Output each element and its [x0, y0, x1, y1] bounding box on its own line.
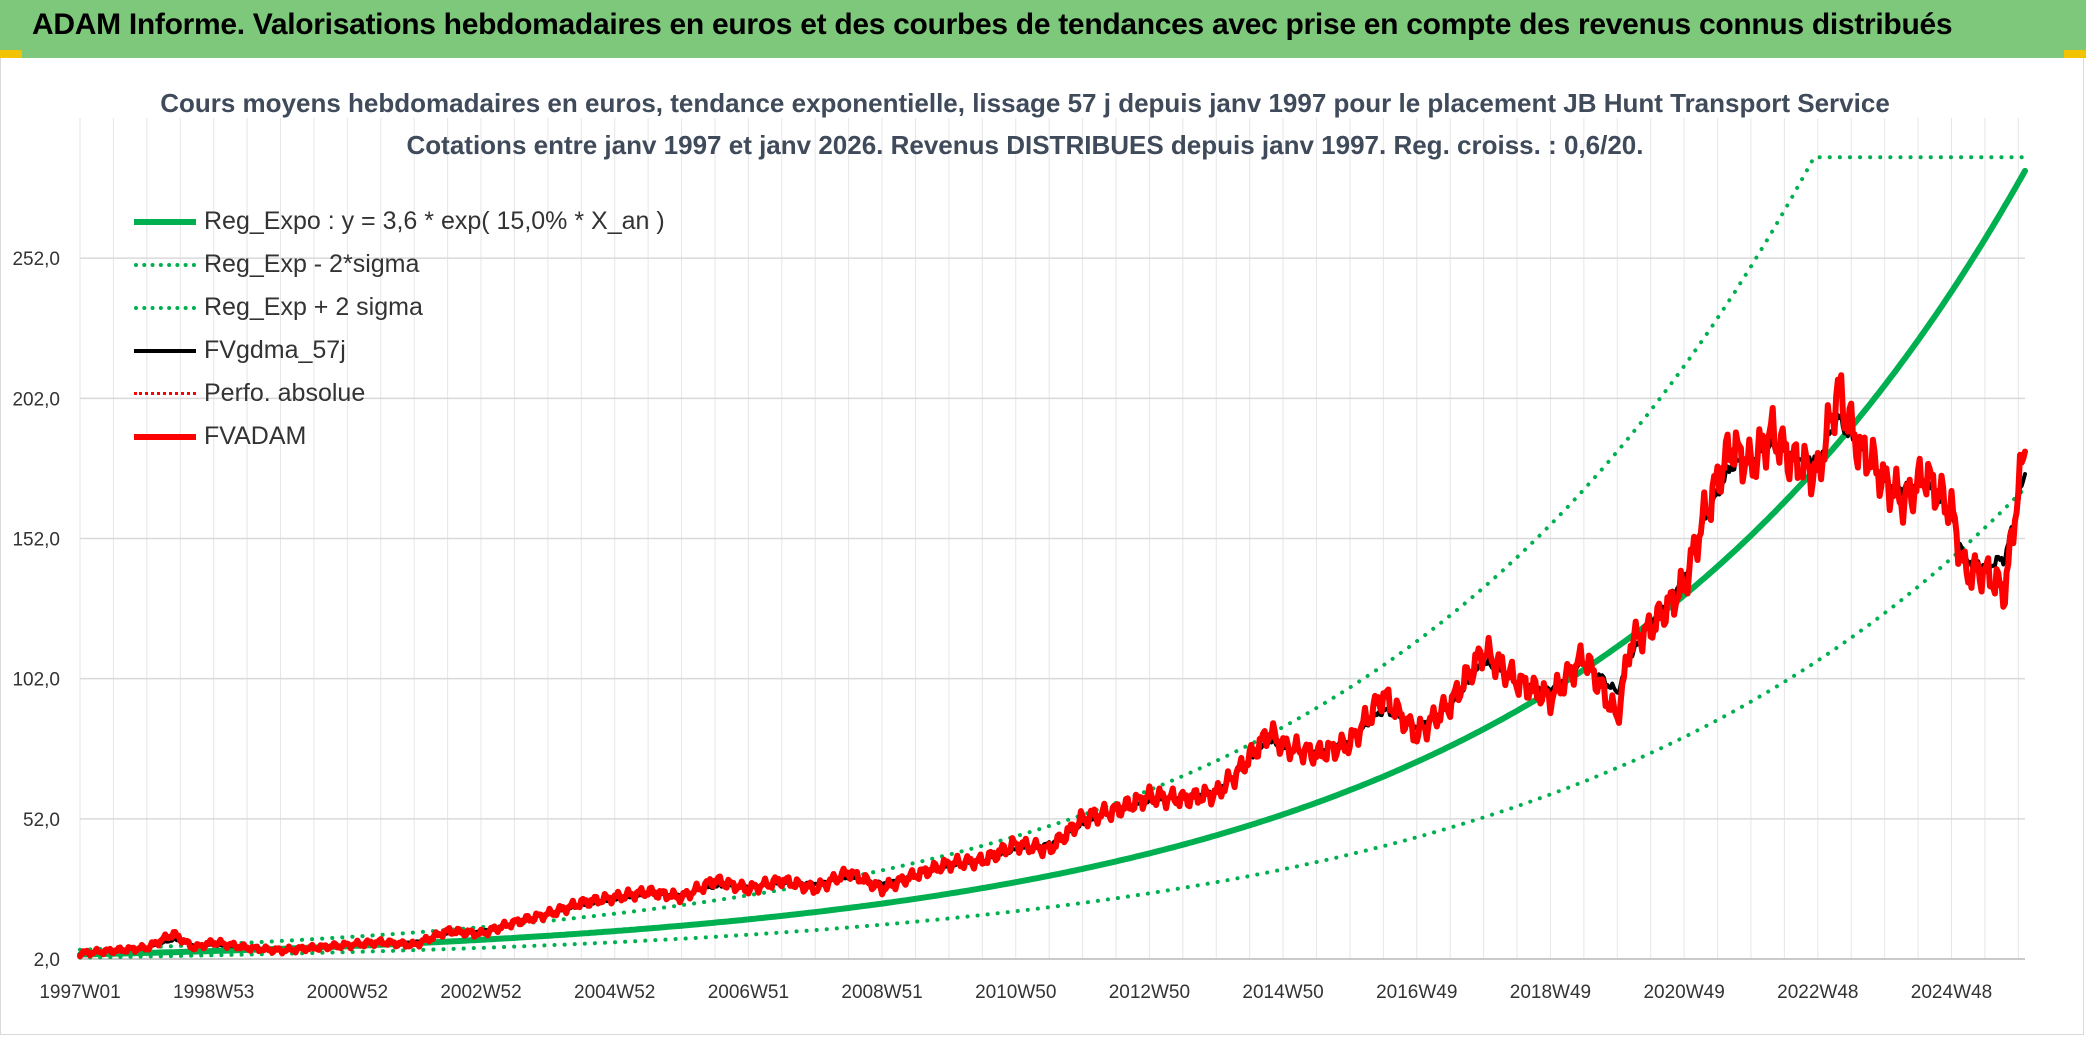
chart-subtitle: Cotations entre janv 1997 et janv 2026. … — [406, 130, 1644, 160]
series-reg-exp-2-sigma — [78, 155, 2027, 952]
x-tick-label: 2010W50 — [975, 982, 1056, 1003]
series-layer — [77, 155, 2028, 960]
legend-swatch-reg-exp-minus — [134, 262, 196, 267]
x-tick-label: 2004W52 — [574, 982, 655, 1003]
x-tick-label: 2016W49 — [1376, 982, 1457, 1003]
x-tick-label: 2000W52 — [307, 982, 388, 1003]
x-tick-label: 2006W51 — [708, 982, 789, 1003]
legend-label-reg-exp-plus: Reg_Exp + 2 sigma — [204, 293, 423, 321]
legend-label-fvgdma: FVgdma_57j — [204, 336, 346, 364]
y-tick-label: 102,0 — [12, 670, 60, 691]
legend-item-fvadam: FVADAM — [134, 415, 665, 458]
series-reg-exp-2-sigma — [78, 486, 2027, 960]
banner: ADAM Informe. Valorisations hebdomadaire… — [0, 0, 2086, 58]
x-tick-label: 1997W01 — [39, 982, 120, 1003]
legend-label-perfo: Perfo. absolue — [204, 379, 366, 407]
x-tick-label: 2002W52 — [440, 982, 521, 1003]
x-tick-label: 2020W49 — [1643, 982, 1724, 1003]
legend-item-reg-expo: Reg_Expo : y = 3,6 * exp( 15,0% * X_an ) — [134, 200, 665, 243]
x-tick-label: 2008W51 — [841, 982, 922, 1003]
series-fvadam — [77, 372, 2028, 960]
x-tick-label: 2018W49 — [1510, 982, 1591, 1003]
chart-title: Cours moyens hebdomadaires en euros, ten… — [160, 88, 1890, 118]
horizontal-gridlines — [80, 257, 2025, 960]
legend-item-reg-exp-minus: Reg_Exp - 2*sigma — [134, 243, 665, 286]
y-tick-label: 2,0 — [34, 950, 60, 971]
y-tick-label: 202,0 — [12, 389, 60, 410]
legend-label-reg-exp-minus: Reg_Exp - 2*sigma — [204, 250, 420, 278]
legend-label-reg-expo: Reg_Expo : y = 3,6 * exp( 15,0% * X_an ) — [204, 207, 665, 235]
x-tick-label: 1998W53 — [173, 982, 254, 1003]
legend-item-fvgdma: FVgdma_57j — [134, 329, 665, 372]
corner-mark-right — [2064, 50, 2086, 58]
x-axis-labels: 1997W01 1998W53 2000W52 2002W52 2004W52 2006W… — [39, 982, 1992, 1003]
legend-swatch-fvgdma — [134, 348, 196, 353]
legend-item-perfo: Perfo. absolue — [134, 372, 665, 415]
legend-swatch-fvadam — [134, 433, 196, 440]
legend-swatch-reg-expo — [134, 218, 196, 225]
legend-item-reg-exp-plus: Reg_Exp + 2 sigma — [134, 286, 665, 329]
chart-frame — [0, 58, 2084, 1035]
y-tick-label: 52,0 — [23, 810, 60, 831]
corner-mark-left — [0, 50, 22, 58]
y-axis-labels: 2,0 52,0 102,0 152,0 202,0 252,0 — [12, 249, 60, 971]
legend-label-fvadam: FVADAM — [204, 422, 307, 450]
x-tick-label: 2022W48 — [1777, 982, 1858, 1003]
y-tick-label: 252,0 — [12, 249, 60, 270]
legend: Reg_Expo : y = 3,6 * exp( 15,0% * X_an )… — [134, 200, 665, 458]
x-tick-label: 2014W50 — [1242, 982, 1323, 1003]
x-tick-label: 2024W48 — [1911, 982, 1992, 1003]
banner-title: ADAM Informe. Valorisations hebdomadaire… — [32, 8, 1953, 41]
legend-swatch-perfo — [134, 392, 196, 395]
legend-swatch-reg-exp-plus — [134, 305, 196, 310]
y-tick-label: 152,0 — [12, 530, 60, 551]
x-tick-label: 2012W50 — [1109, 982, 1190, 1003]
